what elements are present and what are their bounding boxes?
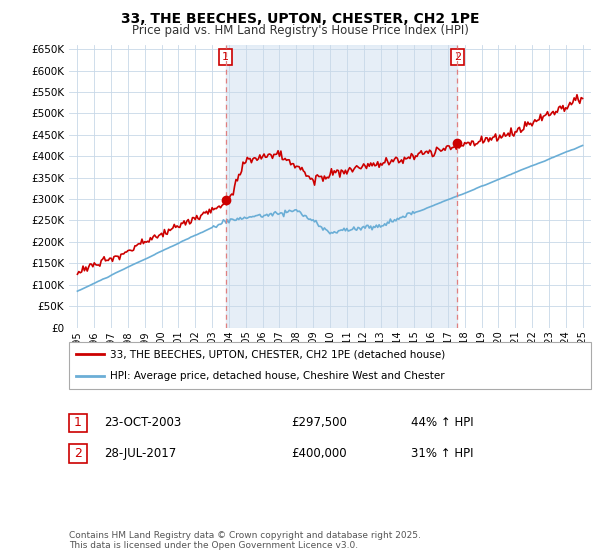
Text: 33, THE BEECHES, UPTON, CHESTER, CH2 1PE: 33, THE BEECHES, UPTON, CHESTER, CH2 1PE	[121, 12, 479, 26]
Bar	[226, 45, 457, 328]
Text: 23-OCT-2003: 23-OCT-2003	[104, 416, 181, 430]
Text: 28-JUL-2017: 28-JUL-2017	[104, 447, 176, 460]
Text: Contains HM Land Registry data © Crown copyright and database right 2025.
This d: Contains HM Land Registry data © Crown c…	[69, 530, 421, 550]
Text: Price paid vs. HM Land Registry's House Price Index (HPI): Price paid vs. HM Land Registry's House …	[131, 24, 469, 37]
Text: 1: 1	[222, 52, 229, 62]
Text: 31% ↑ HPI: 31% ↑ HPI	[411, 447, 473, 460]
Text: 2: 2	[74, 447, 82, 460]
Text: £297,500: £297,500	[291, 416, 347, 430]
Text: HPI: Average price, detached house, Cheshire West and Chester: HPI: Average price, detached house, Ches…	[110, 371, 445, 381]
Text: 33, THE BEECHES, UPTON, CHESTER, CH2 1PE (detached house): 33, THE BEECHES, UPTON, CHESTER, CH2 1PE…	[110, 349, 445, 360]
Text: 44% ↑ HPI: 44% ↑ HPI	[411, 416, 473, 430]
Text: 2: 2	[454, 52, 461, 62]
Text: 1: 1	[74, 416, 82, 430]
Text: £400,000: £400,000	[291, 447, 347, 460]
